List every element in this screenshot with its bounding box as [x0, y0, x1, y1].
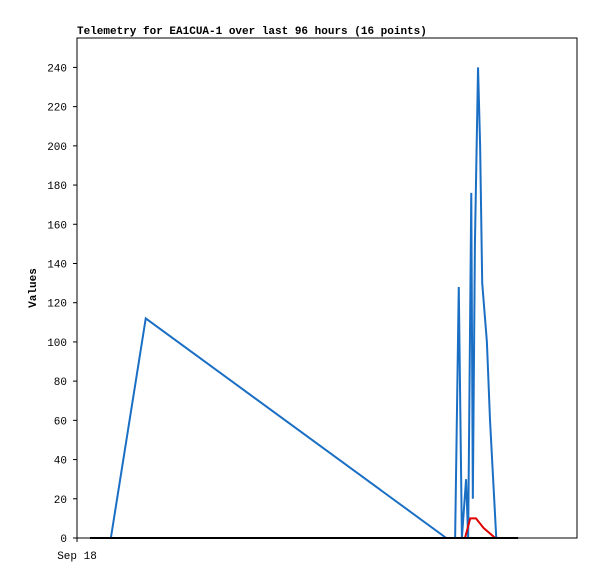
plot-frame	[76, 37, 578, 539]
y-tick-label: 200	[47, 142, 67, 154]
y-tick-label: 220	[47, 103, 67, 115]
series-line	[109, 67, 498, 539]
chart-title: Telemetry for EA1CUA-1 over last 96 hour…	[77, 26, 427, 38]
y-tick-label: 160	[47, 220, 67, 232]
y-tick-label: 100	[47, 338, 67, 350]
y-tick-label: 0	[60, 534, 67, 546]
y-tick-label: 20	[54, 495, 67, 507]
series-line	[464, 517, 496, 539]
x-tick-label: Sep 18	[57, 551, 97, 563]
y-tick-label: 60	[54, 416, 67, 428]
y-tick-label: 40	[54, 456, 67, 468]
y-tick-label: 80	[54, 377, 67, 389]
y-tick-label: 240	[47, 63, 67, 75]
y-axis-label: Values	[28, 268, 40, 308]
y-tick-label: 140	[47, 259, 67, 271]
y-tick-label: 180	[47, 181, 67, 193]
y-tick-label: 120	[47, 299, 67, 311]
